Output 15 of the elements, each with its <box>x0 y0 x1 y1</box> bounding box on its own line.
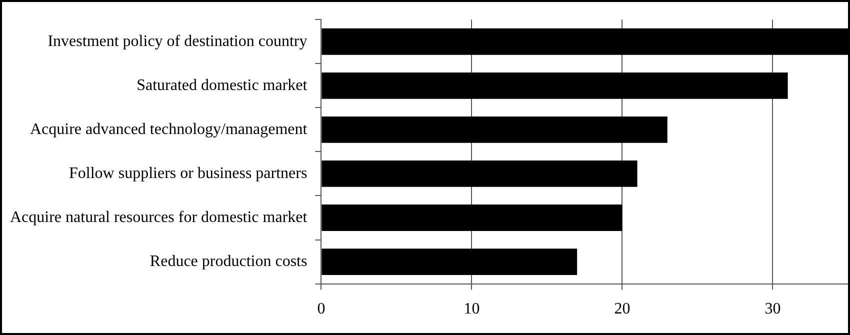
y-tick-label: Acquire natural resources for domestic market <box>10 208 308 226</box>
x-tick-label: 20 <box>614 300 630 318</box>
bar <box>322 116 668 143</box>
y-tick-label: Follow suppliers or business partners <box>69 164 308 182</box>
y-tick-label: Acquire advanced technology/management <box>30 120 308 138</box>
x-tick-label: 0 <box>317 300 326 318</box>
y-tick-label: Investment policy of destination country <box>48 32 308 50</box>
bar <box>322 248 578 275</box>
y-tick-label: Saturated domestic market <box>136 76 308 94</box>
x-tick-label: 10 <box>464 300 480 318</box>
y-tick-label: Reduce production costs <box>150 252 308 270</box>
bar <box>322 72 788 99</box>
bar <box>322 204 622 231</box>
bar <box>322 160 638 187</box>
x-tick-label: 30 <box>764 300 781 318</box>
